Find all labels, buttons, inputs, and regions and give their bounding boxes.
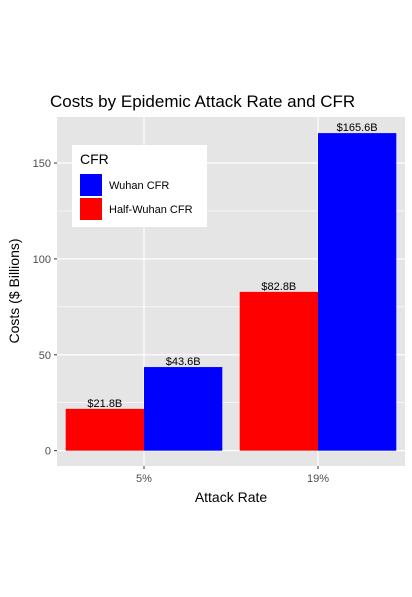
bar [144, 367, 223, 451]
legend-label: Wuhan CFR [109, 180, 169, 192]
x-axis-label: Attack Rate [195, 489, 268, 505]
chart-title: Costs by Epidemic Attack Rate and CFR [50, 92, 355, 111]
bar [65, 408, 144, 451]
bar [239, 291, 318, 451]
y-tick-label: 100 [33, 254, 51, 266]
y-axis-label: Costs ($ Billions) [6, 238, 22, 343]
legend-swatch [80, 198, 102, 220]
x-tick-label: 5% [136, 473, 152, 485]
axes: 0 50 100 150 5% 19% [33, 158, 330, 485]
data-label: $21.8B [87, 398, 122, 410]
data-label: $82.8B [261, 281, 296, 293]
data-label: $165.6B [337, 122, 378, 134]
y-tick-label: 150 [33, 158, 51, 170]
legend: CFR Wuhan CFR Half-Wuhan CFR [72, 145, 207, 227]
y-tick-label: 0 [45, 446, 51, 458]
bars: $21.8B $43.6B $82.8B $165.6B [65, 122, 397, 451]
y-tick-label: 50 [39, 350, 51, 362]
legend-items: Wuhan CFR Half-Wuhan CFR [80, 174, 193, 220]
legend-title: CFR [80, 151, 109, 167]
legend-label: Half-Wuhan CFR [109, 204, 193, 216]
data-label: $43.6B [166, 356, 201, 368]
bar [318, 133, 397, 451]
x-tick-label: 19% [307, 473, 329, 485]
legend-swatch [80, 174, 102, 196]
